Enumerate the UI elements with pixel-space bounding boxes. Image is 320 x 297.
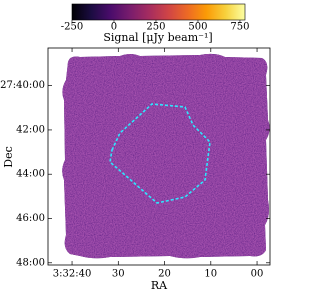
x-axis-label: RA: [151, 279, 168, 292]
map-noise: [62, 53, 270, 259]
colorbar-tick-label: 0: [111, 22, 117, 33]
colorbar-label: Signal [μJy beam⁻¹]: [103, 31, 212, 44]
y-tick-label: 48:00: [16, 257, 45, 268]
y-tick-label: 46:00: [16, 213, 45, 224]
chart: Signal [μJy beam⁻¹] RA Dec -250 0 250 500 75…: [0, 3, 271, 292]
y-tick-label: 44:00: [16, 169, 45, 180]
y-tick-label: 42:00: [16, 124, 45, 135]
colorbar-tick-label: 250: [146, 22, 165, 33]
y-tick-label: -27:40:00: [0, 80, 45, 91]
colorbar: [71, 3, 246, 21]
x-tick-label: 3:32:40: [53, 269, 92, 280]
x-tick-label: 00: [251, 269, 264, 280]
x-tick-label: 30: [112, 269, 125, 280]
colorbar-tick-label: 750: [230, 22, 249, 33]
y-axis-label: Dec: [2, 146, 15, 168]
colorbar-tick-label: -250: [61, 22, 83, 33]
x-tick-label: 10: [204, 269, 217, 280]
region-contour: [109, 103, 211, 204]
colorbar-tick-label: 500: [188, 22, 207, 33]
x-tick-label: 20: [158, 269, 171, 280]
